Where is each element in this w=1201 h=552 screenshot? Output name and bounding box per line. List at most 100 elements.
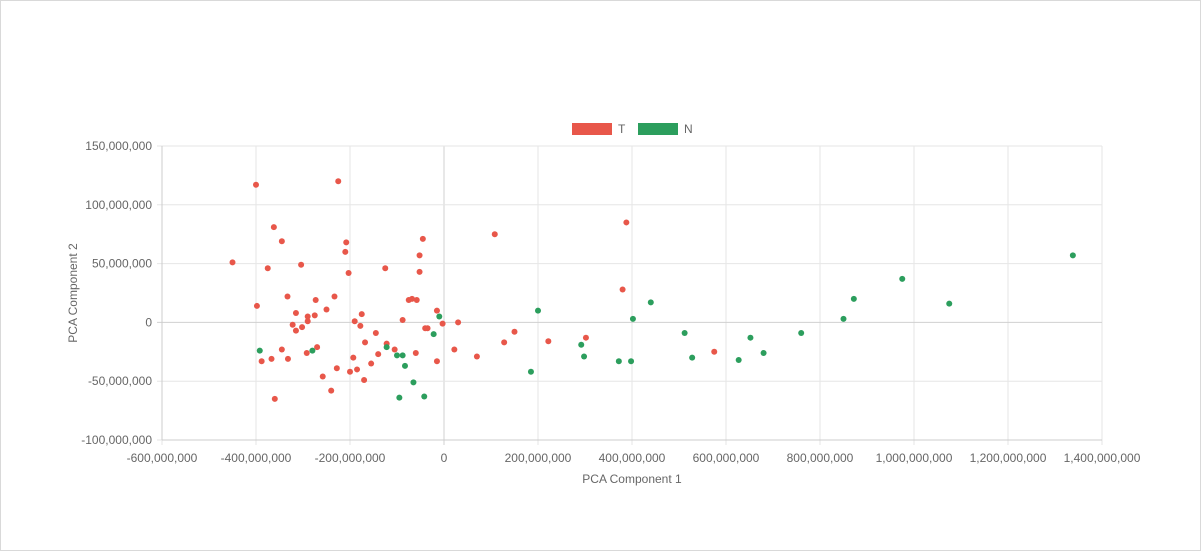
x-tick-label: 1,000,000,000 — [876, 451, 953, 465]
point-t — [511, 328, 518, 335]
point-t — [351, 318, 358, 325]
y-tick-label: -100,000,000 — [81, 433, 152, 447]
point-n — [430, 331, 437, 338]
point-t — [501, 339, 508, 346]
point-t — [292, 327, 299, 334]
point-n — [850, 295, 857, 302]
point-t — [416, 252, 423, 259]
point-t — [343, 239, 350, 246]
x-tick-label: 800,000,000 — [787, 451, 854, 465]
point-t — [358, 311, 365, 318]
point-t — [229, 259, 236, 266]
point-t — [268, 355, 275, 362]
point-n — [1069, 252, 1076, 259]
legend-item-n[interactable]: N — [638, 122, 693, 136]
y-tick-label: 50,000,000 — [92, 257, 152, 271]
y-axis-title: PCA Component 2 — [66, 243, 80, 343]
x-tick-label: 0 — [441, 451, 448, 465]
x-tick-label: 600,000,000 — [693, 451, 760, 465]
point-n — [410, 379, 417, 386]
data-points — [229, 178, 1076, 402]
x-tick-label: -600,000,000 — [127, 451, 198, 465]
point-t — [345, 270, 352, 277]
point-t — [328, 387, 335, 394]
point-t — [416, 268, 423, 275]
point-t — [289, 321, 296, 328]
point-n — [899, 275, 906, 282]
point-n — [578, 341, 585, 348]
point-t — [623, 219, 630, 226]
x-axis-title: PCA Component 1 — [582, 472, 682, 486]
point-n — [309, 347, 316, 354]
point-n — [798, 329, 805, 336]
legend-swatch — [638, 123, 678, 135]
grid — [157, 145, 1103, 445]
point-t — [491, 231, 498, 238]
point-t — [372, 329, 379, 336]
point-t — [354, 366, 361, 373]
point-n — [681, 329, 688, 336]
point-t — [333, 365, 340, 372]
point-t — [314, 344, 321, 351]
point-n — [840, 315, 847, 322]
point-t — [298, 261, 305, 268]
point-n — [436, 313, 443, 320]
point-t — [271, 395, 278, 402]
point-t — [323, 306, 330, 313]
point-t — [361, 377, 368, 384]
point-n — [401, 362, 408, 369]
point-t — [278, 346, 285, 353]
point-t — [362, 339, 369, 346]
point-t — [264, 265, 271, 272]
point-t — [433, 358, 440, 365]
point-n — [399, 352, 406, 359]
point-t — [292, 309, 299, 316]
point-t — [357, 322, 364, 329]
point-n — [615, 358, 622, 365]
legend-item-t[interactable]: T — [572, 122, 626, 136]
point-t — [303, 349, 310, 356]
point-t — [409, 295, 416, 302]
point-t — [304, 313, 311, 320]
point-n — [689, 354, 696, 361]
point-t — [284, 293, 291, 300]
point-n — [421, 393, 428, 400]
point-t — [455, 319, 462, 326]
legend-label: N — [684, 122, 693, 136]
point-t — [399, 317, 406, 324]
point-n — [535, 307, 541, 314]
point-t — [350, 354, 357, 361]
point-t — [375, 351, 382, 358]
point-n — [629, 315, 636, 322]
point-t — [335, 178, 342, 185]
point-n — [396, 394, 403, 401]
point-t — [253, 302, 260, 309]
point-t — [439, 320, 446, 327]
point-t — [451, 346, 458, 353]
point-t — [331, 293, 338, 300]
legend-label: T — [618, 122, 626, 136]
point-t — [412, 349, 419, 356]
legend-swatch — [572, 123, 612, 135]
point-n — [735, 357, 742, 364]
point-t — [258, 358, 265, 365]
point-t — [299, 324, 306, 331]
point-t — [419, 235, 426, 242]
axes: -600,000,000 -400,000,000 -200,000,000 0 200… — [81, 139, 1140, 465]
point-t — [312, 297, 319, 304]
x-tick-label: -200,000,000 — [315, 451, 386, 465]
x-tick-label: 1,400,000,000 — [1064, 451, 1141, 465]
x-tick-label: -400,000,000 — [221, 451, 292, 465]
point-n — [647, 299, 654, 306]
point-t — [582, 334, 589, 341]
point-t — [433, 307, 440, 314]
y-tick-label: 100,000,000 — [85, 198, 152, 212]
point-n — [527, 368, 534, 375]
point-t — [382, 265, 389, 272]
point-t — [473, 353, 480, 360]
x-tick-label: 200,000,000 — [505, 451, 572, 465]
point-n — [628, 358, 635, 365]
point-t — [391, 346, 398, 353]
